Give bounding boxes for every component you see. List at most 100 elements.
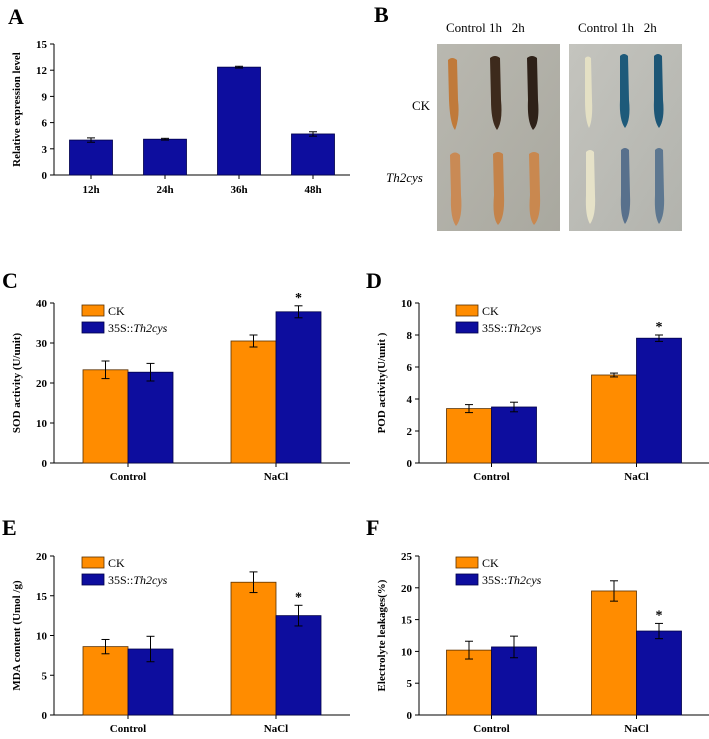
- y-tick-label-c: 10: [36, 418, 48, 430]
- legend-swatch-e-ck: [81, 556, 105, 569]
- y-tick-label-d: 6: [407, 362, 413, 374]
- panel-letter-a: A: [8, 4, 24, 29]
- legend-swatch-d-ck: [455, 304, 479, 317]
- y-tick-label-e: 10: [36, 631, 48, 643]
- legend-swatch-c-th2cys: [81, 321, 105, 334]
- y-tick-label-d: 10: [401, 298, 413, 310]
- chart-mda-content: 0 5 10 15 20 MDA content (Umol /g) Control NaCl…: [11, 551, 350, 735]
- y-tick-label-e: 0: [42, 710, 48, 722]
- y-axis-label-d: POD activity(U/unit ): [376, 332, 388, 433]
- y-tick-label-a: 3: [42, 144, 48, 156]
- y-tick-label-d: 0: [407, 458, 413, 470]
- y-tick-label-c: 20: [36, 378, 48, 390]
- root-stain-th2cys-control: [585, 150, 596, 224]
- x-tick-label-d: NaCl: [624, 471, 648, 483]
- legend-swatch-f-ck: [455, 556, 479, 569]
- bar-a-36h: [217, 66, 261, 176]
- y-tick-label-e: 5: [42, 670, 48, 682]
- chart-sod-activity: 0 10 20 30 40 SOD activity (U/unit) Control NaC…: [11, 291, 350, 483]
- legend-label-c-th2cys: 35S::Th2cys: [108, 321, 168, 335]
- x-tick-label-d: Control: [473, 471, 509, 483]
- root-stain-th2cys-2h: [654, 148, 665, 224]
- x-tick-label-c: NaCl: [264, 471, 288, 483]
- bar-c-control-th2cys: [127, 371, 174, 464]
- y-axis-label-f: Electrolyte leakages(%): [376, 579, 388, 691]
- root-th2cys-1h: [493, 152, 505, 225]
- x-tick-label-a: 48h: [304, 184, 321, 196]
- y-tick-label-d: 4: [407, 394, 413, 406]
- y-tick-label-f: 0: [407, 710, 413, 722]
- legend-label-e-th2cys: 35S::Th2cys: [108, 573, 168, 587]
- legend-label-d-ck: CK: [482, 304, 499, 318]
- legend-swatch-f-th2cys: [455, 573, 479, 586]
- root-stain-ck-2h: [653, 54, 664, 128]
- y-axis-label-a: Relative expression level: [11, 52, 23, 167]
- bar-a-48h: [291, 133, 335, 176]
- x-tick-label-e: NaCl: [264, 723, 288, 734]
- x-tick-label-a: 12h: [82, 184, 99, 196]
- panel-letter-b: B: [374, 2, 389, 27]
- bar-f-control-ck: [446, 649, 492, 716]
- legend-label-c-ck: CK: [108, 304, 125, 318]
- panel-letter-e: E: [2, 515, 17, 540]
- y-tick-label-f: 5: [407, 678, 413, 690]
- x-tick-label-f: Control: [473, 723, 509, 734]
- root-stain-ck-1h: [619, 54, 630, 128]
- legend-swatch-c-ck: [81, 304, 105, 317]
- root-ck-control: [448, 58, 459, 130]
- x-tick-label-e: Control: [110, 723, 146, 734]
- y-axis-label-e: MDA content (Umol /g): [11, 580, 23, 691]
- significance-star-f: *: [656, 608, 663, 623]
- significance-star-c: *: [295, 291, 302, 306]
- significance-star-d: *: [656, 320, 663, 335]
- y-tick-label-a: 9: [42, 91, 48, 103]
- photo-header-left: Control 1h 2h: [446, 20, 525, 35]
- legend-swatch-d-th2cys: [455, 321, 479, 334]
- bar-a-24h: [143, 138, 187, 176]
- root-ck-2h: [527, 56, 539, 130]
- root-th2cys-2h: [529, 152, 541, 225]
- legend-label-f-th2cys: 35S::Th2cys: [482, 573, 542, 587]
- bar-c-nacl-ck: [230, 340, 277, 464]
- root-ck-1h: [490, 56, 502, 130]
- y-tick-label-a: 12: [36, 65, 48, 77]
- panel-letter-f: F: [366, 515, 379, 540]
- x-tick-label-f: NaCl: [624, 723, 648, 734]
- chart-relative-expression: 0 3 6 9 12 15 Relative expression level 12h 24h 3…: [11, 39, 350, 196]
- bar-a-12h: [69, 139, 113, 176]
- root-stain-th2cys-1h: [620, 148, 631, 224]
- photo-row-label-th2cys: Th2cys: [386, 170, 423, 185]
- y-tick-label-e: 20: [36, 551, 48, 563]
- y-tick-label-e: 15: [36, 591, 48, 603]
- root-stain-ck-control: [585, 56, 593, 128]
- bar-f-nacl-th2cys: [636, 630, 682, 716]
- bar-e-nacl-th2cys: [275, 615, 322, 716]
- photo-header-right: Control 1h 2h: [578, 20, 657, 35]
- y-tick-label-c: 0: [42, 458, 48, 470]
- x-tick-label-a: 36h: [230, 184, 247, 196]
- root-th2cys-control: [450, 152, 462, 226]
- y-tick-label-f: 10: [401, 646, 413, 658]
- bar-e-nacl-ck: [230, 581, 277, 716]
- y-tick-label-f: 25: [401, 551, 413, 563]
- y-tick-label-a: 15: [36, 39, 48, 51]
- bar-e-control-ck: [82, 646, 129, 716]
- y-tick-label-a: 0: [42, 170, 48, 182]
- panel-letter-d: D: [366, 268, 382, 293]
- legend-swatch-e-th2cys: [81, 573, 105, 586]
- significance-star-e: *: [295, 590, 302, 605]
- chart-electrolyte-leakage: 0 5 10 15 20 25 Electrolyte leakages(%) Control…: [376, 551, 709, 735]
- y-tick-label-d: 8: [407, 330, 413, 342]
- y-tick-label-c: 30: [36, 338, 48, 350]
- x-tick-label-a: 24h: [156, 184, 173, 196]
- y-tick-label-a: 6: [42, 118, 48, 130]
- x-tick-label-c: Control: [110, 471, 146, 483]
- y-tick-label-c: 40: [36, 298, 48, 310]
- legend-label-d-th2cys: 35S::Th2cys: [482, 321, 542, 335]
- bar-d-control-th2cys: [491, 406, 537, 464]
- bar-f-nacl-ck: [591, 590, 637, 716]
- bar-c-nacl-th2cys: [275, 311, 322, 464]
- y-tick-label-d: 2: [407, 426, 413, 438]
- y-tick-label-f: 20: [401, 583, 413, 595]
